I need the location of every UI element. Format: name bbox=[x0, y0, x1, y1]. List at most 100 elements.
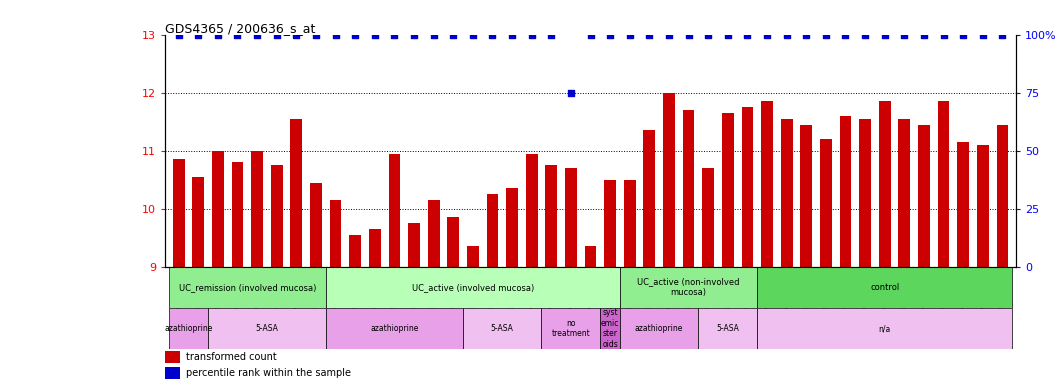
Point bbox=[954, 31, 971, 38]
Point bbox=[798, 31, 815, 38]
Bar bbox=[958, 142, 969, 266]
Bar bbox=[781, 119, 793, 266]
Point bbox=[464, 31, 481, 38]
Point bbox=[484, 31, 501, 38]
Bar bbox=[251, 151, 263, 266]
Text: UC_active (non-involved
mucosa): UC_active (non-involved mucosa) bbox=[637, 278, 739, 297]
Point bbox=[288, 31, 305, 38]
Point bbox=[503, 31, 520, 38]
Bar bbox=[165, 351, 180, 363]
Bar bbox=[624, 180, 635, 266]
Bar bbox=[369, 229, 381, 266]
Bar bbox=[271, 165, 283, 266]
Bar bbox=[742, 107, 753, 266]
Bar bbox=[860, 119, 871, 266]
Point bbox=[975, 31, 992, 38]
FancyBboxPatch shape bbox=[169, 266, 326, 308]
Bar bbox=[644, 130, 655, 266]
Point bbox=[661, 31, 678, 38]
FancyBboxPatch shape bbox=[169, 308, 209, 349]
Bar bbox=[506, 188, 518, 266]
Point bbox=[268, 31, 285, 38]
Point bbox=[405, 31, 422, 38]
FancyBboxPatch shape bbox=[620, 266, 758, 308]
Bar bbox=[467, 247, 479, 266]
Text: GDS4365 / 200636_s_at: GDS4365 / 200636_s_at bbox=[165, 22, 315, 35]
Bar bbox=[546, 165, 558, 266]
Bar bbox=[898, 119, 910, 266]
FancyBboxPatch shape bbox=[600, 308, 620, 349]
Point bbox=[994, 31, 1011, 38]
Bar bbox=[165, 367, 180, 379]
Bar bbox=[310, 182, 321, 266]
Point bbox=[563, 89, 580, 96]
Text: 5-ASA: 5-ASA bbox=[491, 324, 514, 333]
Bar bbox=[330, 200, 342, 266]
Bar bbox=[722, 113, 734, 266]
Point bbox=[366, 31, 383, 38]
Point bbox=[621, 31, 638, 38]
Bar bbox=[702, 168, 714, 266]
Point bbox=[426, 31, 443, 38]
FancyBboxPatch shape bbox=[209, 308, 326, 349]
Bar bbox=[977, 145, 988, 266]
Text: UC_active (involved mucosa): UC_active (involved mucosa) bbox=[412, 283, 534, 292]
Bar bbox=[604, 180, 616, 266]
Point bbox=[857, 31, 874, 38]
Bar bbox=[937, 101, 949, 266]
Point bbox=[778, 31, 795, 38]
Bar bbox=[820, 139, 832, 266]
Bar bbox=[761, 101, 772, 266]
Bar bbox=[800, 124, 812, 266]
Text: azathioprine: azathioprine bbox=[635, 324, 683, 333]
Bar bbox=[388, 154, 400, 266]
Bar bbox=[663, 93, 675, 266]
Point bbox=[700, 31, 717, 38]
Point bbox=[170, 31, 187, 38]
Text: n/a: n/a bbox=[879, 324, 891, 333]
Point bbox=[601, 31, 618, 38]
Point bbox=[876, 31, 893, 38]
FancyBboxPatch shape bbox=[620, 308, 698, 349]
Bar bbox=[193, 177, 204, 266]
Point bbox=[210, 31, 227, 38]
Point bbox=[759, 31, 776, 38]
Point bbox=[386, 31, 403, 38]
Text: UC_remission (involved mucosa): UC_remission (involved mucosa) bbox=[179, 283, 316, 292]
Bar bbox=[918, 124, 930, 266]
Point bbox=[189, 31, 206, 38]
Point bbox=[817, 31, 834, 38]
Point bbox=[307, 31, 325, 38]
Point bbox=[641, 31, 658, 38]
Point bbox=[523, 31, 541, 38]
Text: 5-ASA: 5-ASA bbox=[255, 324, 279, 333]
Bar bbox=[879, 101, 891, 266]
Bar bbox=[584, 247, 597, 266]
Point bbox=[915, 31, 932, 38]
Text: no
treatment: no treatment bbox=[551, 319, 591, 338]
Bar bbox=[290, 119, 302, 266]
Point bbox=[837, 31, 854, 38]
Point bbox=[738, 31, 755, 38]
Bar bbox=[172, 159, 184, 266]
Bar bbox=[486, 194, 498, 266]
Point bbox=[719, 31, 736, 38]
FancyBboxPatch shape bbox=[463, 308, 542, 349]
Bar bbox=[349, 235, 361, 266]
Point bbox=[582, 31, 599, 38]
Bar bbox=[526, 154, 537, 266]
Text: azathioprine: azathioprine bbox=[370, 324, 418, 333]
Bar bbox=[409, 223, 420, 266]
Point bbox=[445, 31, 462, 38]
Bar bbox=[428, 200, 439, 266]
Text: transformed count: transformed count bbox=[186, 352, 277, 362]
Point bbox=[896, 31, 913, 38]
Bar bbox=[565, 168, 577, 266]
Bar bbox=[997, 124, 1009, 266]
FancyBboxPatch shape bbox=[758, 266, 1012, 308]
Bar bbox=[447, 217, 459, 266]
Point bbox=[347, 31, 364, 38]
Text: 5-ASA: 5-ASA bbox=[716, 324, 739, 333]
Text: syst
emic
ster
oids: syst emic ster oids bbox=[601, 308, 619, 349]
FancyBboxPatch shape bbox=[542, 308, 600, 349]
